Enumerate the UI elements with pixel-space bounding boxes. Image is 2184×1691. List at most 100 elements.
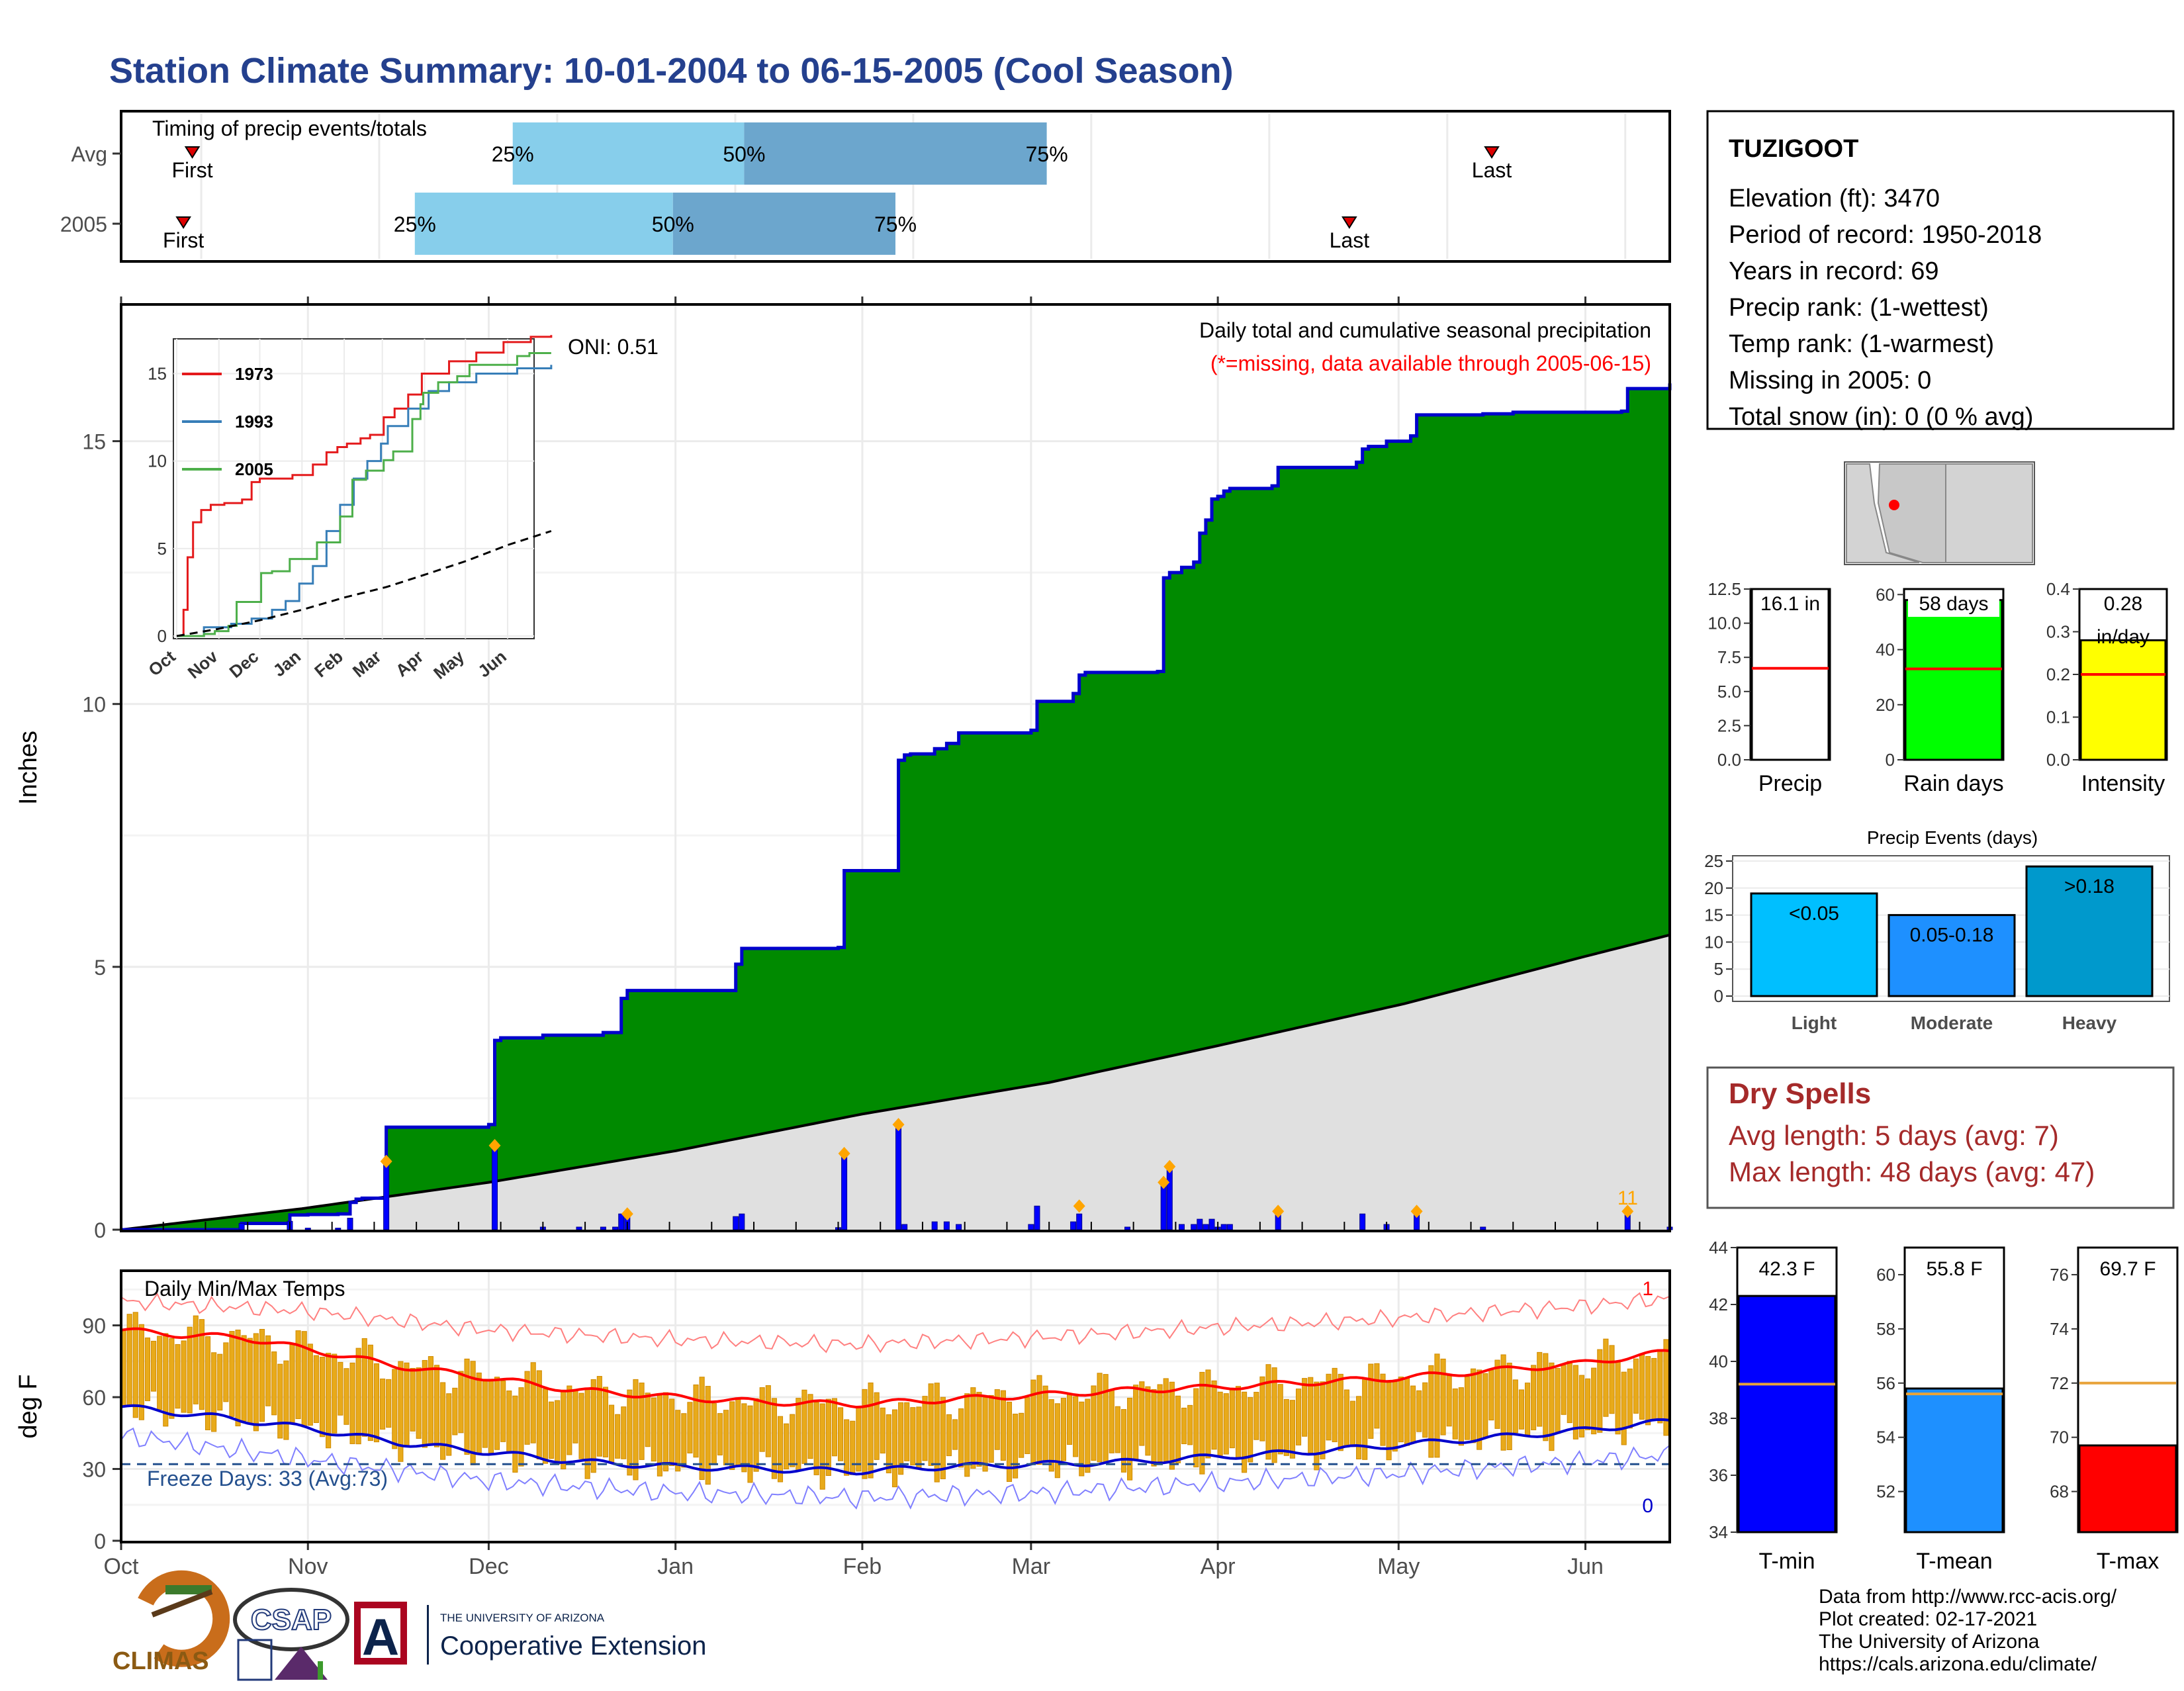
daily-temp-bar: [1320, 1381, 1326, 1459]
t-mean-y-tick-label: 58: [1876, 1319, 1895, 1339]
freeze-days-label: Freeze Days: 33 (Avg:73): [147, 1467, 388, 1490]
csap-logo-text: CSAP: [251, 1604, 332, 1636]
intensity-value-unit: in/day: [2097, 626, 2150, 648]
daily-temp-bar: [922, 1396, 928, 1461]
daily-temp-bar: [277, 1363, 283, 1439]
daily-temp-bar: [494, 1377, 500, 1450]
daily-temp-bar: [940, 1396, 946, 1479]
daily-precip-bar: [1166, 1166, 1173, 1230]
t-max-y-tick-label: 74: [2050, 1319, 2069, 1339]
temp-y-label: deg F: [15, 1374, 42, 1438]
timing-first-marker: [175, 216, 191, 229]
daily-temp-bar: [1440, 1358, 1446, 1436]
precip-total-y-tick-label: 2.5: [1717, 715, 1741, 735]
event-marker: [1621, 1205, 1634, 1218]
precip-annotation-title: Daily total and cumulative seasonal prec…: [1199, 318, 1651, 342]
daily-precip-bar: [931, 1221, 938, 1230]
daily-temp-bar: [1133, 1385, 1139, 1461]
t-mean-chart: 52 54 56 58 60 55.8 F T-mean: [1876, 1246, 2005, 1574]
daily-temp-bar: [144, 1337, 151, 1402]
month-tick-label: Mar: [1012, 1554, 1051, 1579]
daily-temp-bar: [1151, 1389, 1157, 1467]
precip-y-tick-label: 0: [94, 1218, 106, 1242]
daily-precip-bar: [1226, 1224, 1233, 1230]
daily-temp-bar: [1422, 1382, 1428, 1438]
daily-temp-bar: [283, 1360, 289, 1440]
daily-temp-bar: [1193, 1388, 1199, 1468]
daily-temp-bar: [1223, 1393, 1229, 1455]
daily-temp-bar: [1609, 1345, 1615, 1414]
daily-temp-bar: [307, 1344, 313, 1426]
precip-y-tick-label: 5: [94, 956, 106, 980]
daily-precip-bar: [901, 1224, 908, 1230]
daily-temp-bar: [1585, 1378, 1591, 1430]
daily-temp-bar: [181, 1340, 187, 1413]
dry-spells-avg: Avg length: 5 days (avg: 7): [1729, 1120, 2059, 1151]
daily-temp-bar: [199, 1319, 205, 1410]
daily-precip-bar: [1070, 1221, 1077, 1230]
daily-precip-bar: [1208, 1218, 1215, 1230]
daily-temp-bar: [807, 1394, 813, 1459]
rain-days-chart: 0 20 40 60 58 days Rain days: [1876, 584, 2005, 796]
station-info-line: Temp rank: (1-warmest): [1729, 330, 1994, 358]
daily-temp-bar: [675, 1410, 681, 1472]
daily-temp-bar: [1494, 1359, 1500, 1429]
inset-series-average: [176, 529, 552, 637]
daily-temp-bar: [825, 1398, 831, 1476]
daily-temp-bar: [1181, 1407, 1187, 1444]
early-season-fill: [121, 1127, 387, 1230]
daily-temp-bar: [1066, 1393, 1073, 1445]
month-tick-label: Apr: [1201, 1554, 1236, 1579]
daily-temp-bar: [138, 1324, 144, 1420]
event-count-label: 11: [1617, 1187, 1638, 1209]
daily-temp-bar: [609, 1404, 615, 1464]
inset-y-tick-label: 15: [148, 363, 167, 383]
inset-y-tick-label: 10: [148, 451, 167, 471]
precip-y-tick-label: 10: [82, 693, 106, 717]
daily-temp-bar: [1000, 1390, 1006, 1461]
daily-temp-bar: [1500, 1354, 1506, 1451]
temp-title: Daily Min/Max Temps: [144, 1277, 345, 1301]
daily-temp-bar: [1356, 1396, 1362, 1459]
daily-temp-bar: [343, 1368, 349, 1425]
daily-temp-bar: [398, 1361, 404, 1462]
t-mean-y-tick-label: 56: [1876, 1373, 1895, 1393]
daily-temp-bar: [910, 1407, 916, 1466]
t-max-y-tick-label: 68: [2050, 1482, 2069, 1502]
daily-temp-bar: [253, 1333, 259, 1432]
precip-total-y-tick-label: 12.5: [1707, 579, 1741, 599]
precip-events-title: Precip Events (days): [1867, 827, 2038, 848]
daily-temp-bar: [711, 1403, 717, 1465]
t-mean-y-tick-label: 52: [1876, 1482, 1895, 1502]
daily-temp-bar: [916, 1406, 922, 1468]
credit-line: Data from http://www.rcc-acis.org/: [1819, 1586, 2117, 1608]
daily-temp-bar: [1627, 1368, 1633, 1429]
events-y-tick-label: 0: [1714, 986, 1723, 1006]
t-max-category-label: T-max: [2097, 1549, 2159, 1574]
month-tick-label: Nov: [288, 1554, 328, 1579]
daily-temp-bar: [952, 1419, 958, 1450]
event-marker: [380, 1154, 392, 1168]
daily-temp-bar: [1211, 1380, 1217, 1450]
timing-p50-label: 50%: [723, 142, 765, 166]
daily-precip-bar: [383, 1161, 390, 1230]
daily-temp-bar: [1295, 1389, 1302, 1445]
daily-temp-bar: [615, 1414, 621, 1459]
record-high-line: [120, 1292, 1670, 1353]
timing-bar-25-50: [414, 193, 673, 255]
daily-precip-bar: [600, 1226, 606, 1230]
daily-temp-bar: [1416, 1390, 1422, 1432]
timing-first-label: First: [171, 158, 212, 182]
t-min-y-tick-label: 40: [1709, 1351, 1728, 1371]
daily-temp-bar: [1289, 1400, 1295, 1459]
station-name: TUZIGOOT: [1729, 135, 1858, 163]
daily-temp-bar: [1242, 1391, 1248, 1473]
daily-temp-bar: [1380, 1373, 1386, 1446]
daily-temp-bar: [349, 1362, 355, 1444]
daily-temp-bar: [1561, 1365, 1567, 1415]
daily-temp-bar: [1578, 1375, 1585, 1438]
daily-temp-bar: [338, 1361, 343, 1416]
timing-title: Timing of precip events/totals: [152, 116, 427, 140]
rain-days-y-tick-label: 20: [1876, 695, 1895, 715]
daily-temp-bar: [633, 1379, 639, 1481]
